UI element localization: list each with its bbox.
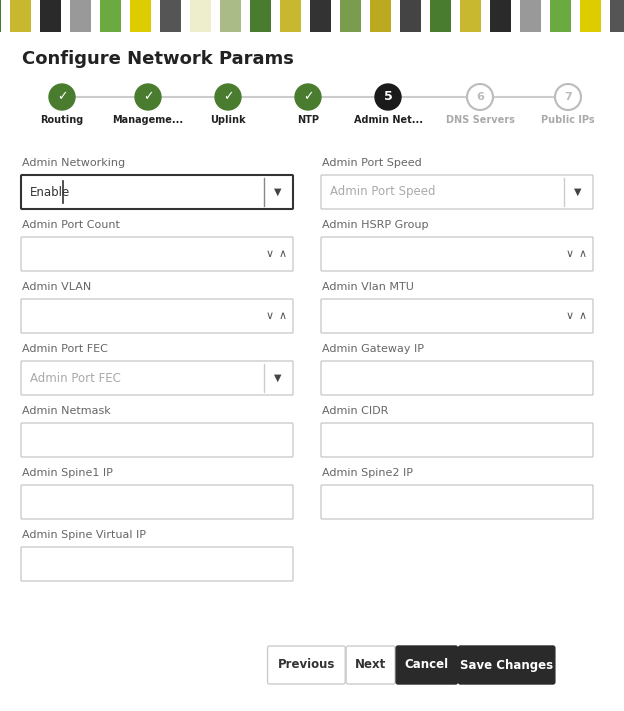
Text: Admin Port FEC: Admin Port FEC [22,344,108,354]
FancyBboxPatch shape [321,361,593,395]
FancyBboxPatch shape [0,32,624,711]
FancyBboxPatch shape [268,646,345,684]
FancyBboxPatch shape [396,646,457,684]
FancyBboxPatch shape [459,646,555,684]
FancyBboxPatch shape [21,485,293,519]
Text: Admin Netmask: Admin Netmask [22,406,110,416]
Polygon shape [310,0,331,32]
Polygon shape [550,0,571,32]
Text: ∧: ∧ [279,311,287,321]
Text: ✓: ✓ [223,90,233,104]
Circle shape [295,84,321,110]
Circle shape [49,84,75,110]
FancyBboxPatch shape [21,423,293,457]
Text: ▼: ▼ [275,373,282,383]
Text: Admin CIDR: Admin CIDR [322,406,388,416]
Polygon shape [580,0,601,32]
FancyBboxPatch shape [321,175,593,209]
Text: Admin Vlan MTU: Admin Vlan MTU [322,282,414,292]
Polygon shape [460,0,481,32]
Text: Admin Spine Virtual IP: Admin Spine Virtual IP [22,530,146,540]
Text: ✓: ✓ [143,90,154,104]
Circle shape [375,84,401,110]
Circle shape [215,84,241,110]
Text: ∨: ∨ [566,249,574,259]
Text: Admin Gateway IP: Admin Gateway IP [322,344,424,354]
Text: Admin Port Speed: Admin Port Speed [330,186,436,198]
Text: Public IPs: Public IPs [541,115,595,125]
Text: 6: 6 [476,92,484,102]
Text: Admin Networking: Admin Networking [22,158,125,168]
Text: Previous: Previous [278,658,335,671]
Polygon shape [610,0,624,32]
Text: ∧: ∧ [279,249,287,259]
Polygon shape [40,0,61,32]
Polygon shape [520,0,541,32]
Polygon shape [370,0,391,32]
FancyBboxPatch shape [321,299,593,333]
Text: Admin Port Count: Admin Port Count [22,220,120,230]
FancyBboxPatch shape [321,485,593,519]
Circle shape [467,84,493,110]
Text: ∨: ∨ [266,311,274,321]
Text: DNS Servers: DNS Servers [446,115,514,125]
Text: Enable: Enable [30,186,71,198]
Polygon shape [190,0,211,32]
Polygon shape [100,0,121,32]
Text: Admin HSRP Group: Admin HSRP Group [322,220,429,230]
Text: ▼: ▼ [574,187,582,197]
Polygon shape [10,0,31,32]
Polygon shape [280,0,301,32]
Text: Admin VLAN: Admin VLAN [22,282,91,292]
Text: Admin Net...: Admin Net... [354,115,422,125]
Polygon shape [220,0,241,32]
Text: Save Changes: Save Changes [460,658,553,671]
Text: Configure Network Params: Configure Network Params [22,50,294,68]
Text: ✓: ✓ [303,90,313,104]
FancyBboxPatch shape [21,299,293,333]
Text: ∨: ∨ [266,249,274,259]
Text: Admin Port Speed: Admin Port Speed [322,158,422,168]
FancyBboxPatch shape [21,175,293,209]
Circle shape [555,84,581,110]
Text: Admin Port FEC: Admin Port FEC [30,372,121,385]
Text: ∧: ∧ [579,311,587,321]
Polygon shape [490,0,511,32]
FancyBboxPatch shape [321,423,593,457]
Text: ✓: ✓ [57,90,67,104]
Polygon shape [250,0,271,32]
Text: ▼: ▼ [275,187,282,197]
Text: Next: Next [355,658,386,671]
Text: Routing: Routing [41,115,84,125]
FancyBboxPatch shape [21,361,293,395]
FancyBboxPatch shape [21,237,293,271]
Text: Cancel: Cancel [405,658,449,671]
Polygon shape [430,0,451,32]
Text: NTP: NTP [297,115,319,125]
Text: Uplink: Uplink [210,115,246,125]
Text: ∧: ∧ [579,249,587,259]
FancyBboxPatch shape [346,646,395,684]
Polygon shape [70,0,91,32]
FancyBboxPatch shape [321,237,593,271]
Circle shape [135,84,161,110]
Text: Admin Spine2 IP: Admin Spine2 IP [322,468,413,478]
Text: 7: 7 [564,92,572,102]
Polygon shape [400,0,421,32]
Text: 5: 5 [384,90,392,104]
Text: ∨: ∨ [566,311,574,321]
Polygon shape [160,0,181,32]
Text: Admin Spine1 IP: Admin Spine1 IP [22,468,113,478]
FancyBboxPatch shape [21,547,293,581]
Text: Manageme...: Manageme... [112,115,183,125]
Polygon shape [340,0,361,32]
Polygon shape [130,0,151,32]
Polygon shape [0,0,1,32]
